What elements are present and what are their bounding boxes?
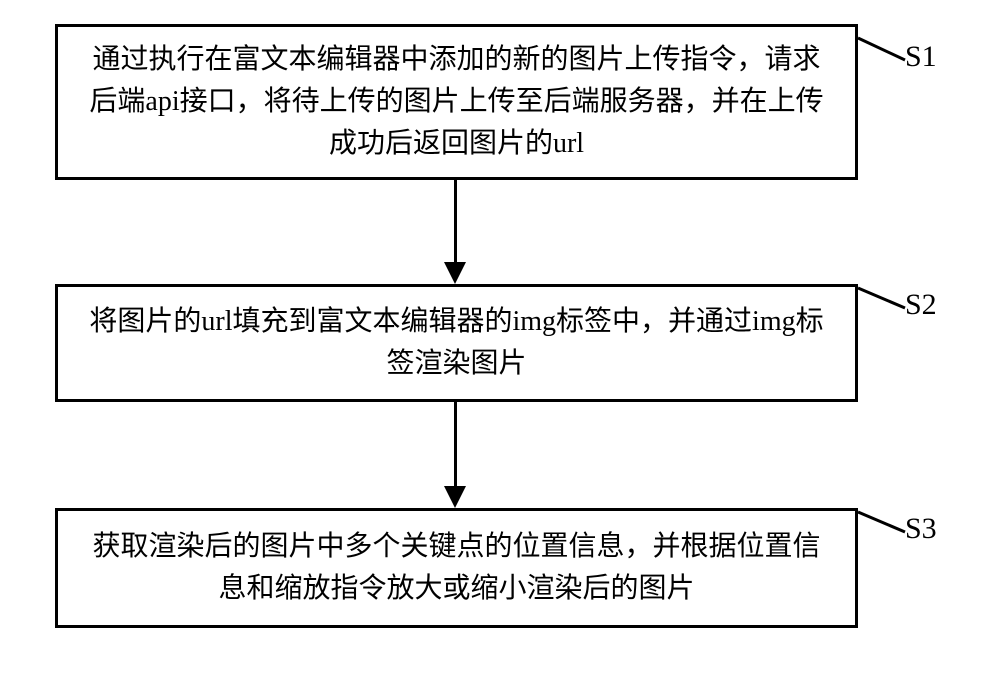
flow-step-s3: 获取渲染后的图片中多个关键点的位置信息，并根据位置信息和缩放指令放大或缩小渲染后… bbox=[55, 508, 858, 628]
arrow-s1-s2-line bbox=[454, 180, 457, 262]
arrow-s2-s3-head bbox=[444, 486, 466, 508]
step-label-s2: S2 bbox=[905, 288, 937, 322]
flow-step-s2: 将图片的url填充到富文本编辑器的img标签中，并通过img标签渲染图片 bbox=[55, 284, 858, 402]
flow-step-text: 通过执行在富文本编辑器中添加的新的图片上传指令，请求后端api接口，将待上传的图… bbox=[86, 39, 827, 165]
arrow-s2-s3-line bbox=[454, 402, 457, 486]
flow-step-text: 将图片的url填充到富文本编辑器的img标签中，并通过img标签渲染图片 bbox=[86, 301, 827, 385]
arrow-s1-s2-head bbox=[444, 262, 466, 284]
flow-step-s1: 通过执行在富文本编辑器中添加的新的图片上传指令，请求后端api接口，将待上传的图… bbox=[55, 24, 858, 180]
flow-step-text: 获取渲染后的图片中多个关键点的位置信息，并根据位置信息和缩放指令放大或缩小渲染后… bbox=[86, 526, 827, 610]
step-label-s3: S3 bbox=[905, 512, 937, 546]
step-label-s1: S1 bbox=[905, 40, 937, 74]
